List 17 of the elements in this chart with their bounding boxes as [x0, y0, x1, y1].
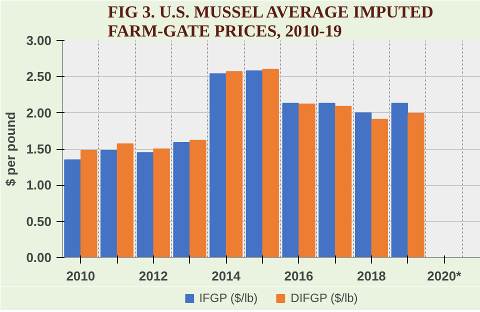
chart-title: FIG 3. U.S. MUSSEL AVERAGE IMPUTED FARM-GATE PRICES, 2010-19	[108, 2, 434, 40]
y-axis-title: $ per pound	[3, 112, 18, 186]
x-tick-label: 2010	[66, 268, 96, 284]
y-tick-label: 3.00	[26, 33, 52, 48]
x-tick-label: 2020*	[427, 268, 462, 284]
y-tick-label: 2.50	[26, 69, 52, 84]
y-tick-label: 0.00	[26, 250, 52, 265]
x-tick-label: 2014	[212, 268, 242, 284]
legend-label: IFGP ($/lb)	[199, 291, 258, 305]
y-tick-label: 0.50	[26, 214, 52, 229]
y-tick-label: 1.50	[26, 142, 52, 156]
y-tick-label: 1.00	[26, 178, 52, 193]
x-tick-label: 2016	[284, 268, 314, 284]
x-tick-label: 2018	[356, 268, 386, 284]
x-tick-label: 2012	[138, 268, 168, 284]
y-tick-label: 2.00	[26, 105, 52, 120]
legend-label: DIFGP ($/lb)	[290, 291, 358, 305]
